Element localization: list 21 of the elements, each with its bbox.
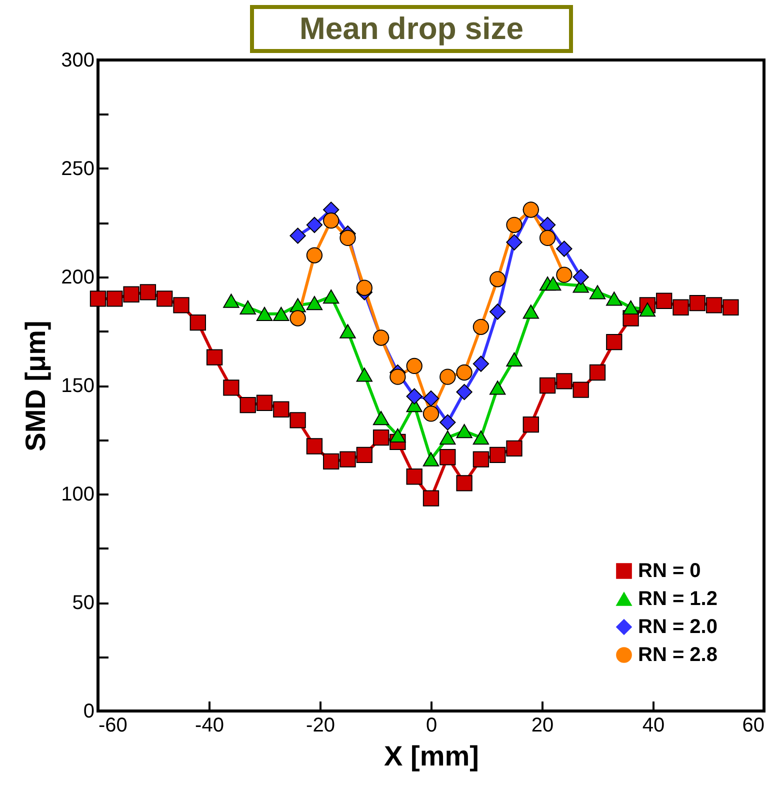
x-tick-label: 40 [642,714,665,736]
x-tick-label: -40 [195,714,224,736]
y-tick-label: 150 [61,375,94,397]
y-axis-title: SMD [μm] [20,320,52,452]
chart-title: Mean drop size [250,5,573,53]
x-tick-label: 0 [426,714,438,736]
x-axis-title: X [mm] [384,740,479,772]
y-tick-label: 100 [61,484,94,506]
legend-label: RN = 0 [638,560,701,582]
x-tick-label: -60 [98,714,128,736]
legend-label: RN = 1.2 [638,588,718,610]
legend-label: RN = 2.8 [638,644,718,666]
x-tick-label: 60 [742,714,764,736]
x-tick-label: -20 [306,714,335,736]
y-tick-label: 50 [72,592,94,614]
y-tick-label: 300 [61,50,94,72]
y-tick-label: 0 [83,700,94,722]
legend-label: RN = 2.0 [638,616,718,638]
y-tick-label: 200 [61,266,94,288]
y-tick-label: 250 [61,158,94,180]
x-tick-label: 20 [531,714,554,736]
